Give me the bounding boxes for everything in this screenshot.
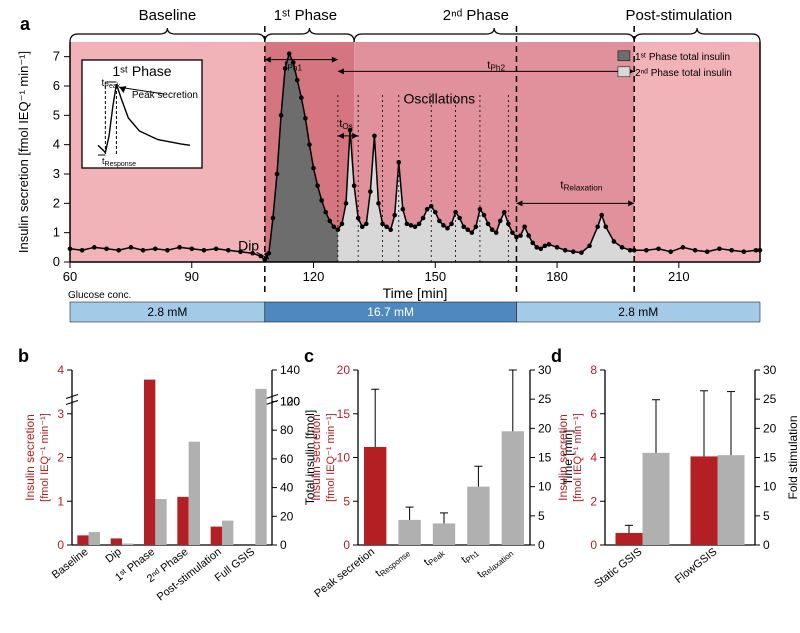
svg-text:0: 0 xyxy=(53,254,60,269)
svg-text:0: 0 xyxy=(343,538,350,552)
svg-text:10: 10 xyxy=(538,480,552,494)
svg-text:Post-stimulation: Post-stimulation xyxy=(625,7,732,24)
svg-text:140: 140 xyxy=(280,363,300,377)
svg-text:4: 4 xyxy=(590,451,597,465)
svg-text:Dip: Dip xyxy=(103,546,123,566)
svg-text:tResponse: tResponse xyxy=(373,546,412,581)
svg-text:2: 2 xyxy=(590,494,597,508)
svg-text:10: 10 xyxy=(337,451,351,465)
svg-text:20: 20 xyxy=(763,421,777,435)
svg-text:Fold stimulation: Fold stimulation xyxy=(786,415,800,499)
svg-text:4: 4 xyxy=(57,363,64,377)
svg-text:Peak secretion: Peak secretion xyxy=(312,546,377,600)
svg-text:tRelaxation: tRelaxation xyxy=(475,546,515,581)
svg-text:Insulin secretion [fmol IEQ⁻¹: Insulin secretion [fmol IEQ⁻¹ min⁻¹] xyxy=(16,51,31,253)
svg-text:20: 20 xyxy=(337,363,351,377)
svg-text:Insulin secretion: Insulin secretion xyxy=(556,414,570,501)
svg-text:[fmol IEQ⁻¹ min⁻¹]: [fmol IEQ⁻¹ min⁻¹] xyxy=(572,413,584,502)
svg-text:16.7 mM: 16.7 mM xyxy=(367,305,414,319)
svg-text:a: a xyxy=(20,14,31,34)
svg-text:30: 30 xyxy=(538,363,552,377)
svg-text:120: 120 xyxy=(280,395,300,409)
svg-text:1ˢᵗ Phase: 1ˢᵗ Phase xyxy=(274,7,337,24)
svg-text:3: 3 xyxy=(57,407,64,421)
svg-text:0: 0 xyxy=(590,538,597,552)
figure-svg: aDiptPh1tOsOscillationstPh2tRelaxation60… xyxy=(0,0,800,633)
svg-text:2ⁿᵈ Phase: 2ⁿᵈ Phase xyxy=(443,7,509,24)
svg-text:210: 210 xyxy=(668,269,690,284)
svg-text:7: 7 xyxy=(53,49,60,64)
svg-text:20: 20 xyxy=(280,509,294,523)
svg-text:5: 5 xyxy=(763,509,770,523)
svg-text:1: 1 xyxy=(57,494,64,508)
svg-text:1ˢᵗ Phase total insulin: 1ˢᵗ Phase total insulin xyxy=(635,52,730,63)
svg-text:5: 5 xyxy=(538,509,545,523)
svg-text:180: 180 xyxy=(546,269,568,284)
svg-text:120: 120 xyxy=(303,269,325,284)
svg-text:Baseline: Baseline xyxy=(50,546,91,581)
svg-text:1ˢᵗ Phase: 1ˢᵗ Phase xyxy=(112,63,171,79)
svg-text:4: 4 xyxy=(53,137,60,152)
svg-text:0: 0 xyxy=(57,538,64,552)
svg-text:Peak secretion: Peak secretion xyxy=(132,90,198,101)
svg-text:2.8 mM: 2.8 mM xyxy=(618,305,658,319)
svg-text:80: 80 xyxy=(280,423,294,437)
svg-text:d: d xyxy=(551,346,562,366)
svg-text:Oscillations: Oscillations xyxy=(404,91,476,107)
svg-text:15: 15 xyxy=(763,451,777,465)
svg-text:150: 150 xyxy=(424,269,446,284)
svg-text:2: 2 xyxy=(53,195,60,210)
svg-text:Glucose conc.: Glucose conc. xyxy=(68,290,131,301)
svg-text:Insulin secretion: Insulin secretion xyxy=(23,414,37,501)
svg-text:Time [min]: Time [min] xyxy=(383,285,448,301)
svg-text:6: 6 xyxy=(53,78,60,93)
svg-text:[fmol IEQ⁻¹ min⁻¹]: [fmol IEQ⁻¹ min⁻¹] xyxy=(325,413,337,502)
svg-text:Dip: Dip xyxy=(238,237,259,253)
svg-text:90: 90 xyxy=(185,269,199,284)
svg-text:Static GSIS: Static GSIS xyxy=(592,546,644,590)
svg-text:2: 2 xyxy=(57,451,64,465)
svg-text:8: 8 xyxy=(590,363,597,377)
svg-text:0: 0 xyxy=(280,538,287,552)
svg-text:25: 25 xyxy=(763,392,777,406)
svg-text:c: c xyxy=(304,346,314,366)
svg-text:10: 10 xyxy=(763,480,777,494)
svg-text:b: b xyxy=(18,346,29,366)
svg-text:tPh1: tPh1 xyxy=(459,546,481,567)
svg-text:2ⁿᵈ Phase total insulin: 2ⁿᵈ Phase total insulin xyxy=(635,68,732,79)
svg-text:15: 15 xyxy=(337,407,351,421)
svg-text:25: 25 xyxy=(538,392,552,406)
svg-text:0: 0 xyxy=(763,538,770,552)
svg-text:0: 0 xyxy=(538,538,545,552)
svg-text:60: 60 xyxy=(63,269,77,284)
svg-text:40: 40 xyxy=(280,481,294,495)
svg-text:2.8 mM: 2.8 mM xyxy=(147,305,187,319)
svg-text:60: 60 xyxy=(280,452,294,466)
svg-text:tPeak: tPeak xyxy=(422,545,448,569)
svg-text:[fmol IEQ⁻¹ min⁻¹]: [fmol IEQ⁻¹ min⁻¹] xyxy=(39,413,51,502)
svg-text:15: 15 xyxy=(538,451,552,465)
svg-text:5: 5 xyxy=(343,494,350,508)
svg-text:3: 3 xyxy=(53,166,60,181)
svg-text:30: 30 xyxy=(763,363,777,377)
svg-text:6: 6 xyxy=(590,407,597,421)
svg-text:Insulin secretion: Insulin secretion xyxy=(309,414,323,501)
svg-text:20: 20 xyxy=(538,421,552,435)
svg-text:5: 5 xyxy=(53,107,60,122)
svg-text:Baseline: Baseline xyxy=(139,7,197,24)
svg-text:1: 1 xyxy=(53,225,60,240)
svg-text:FlowGSIS: FlowGSIS xyxy=(673,546,719,586)
